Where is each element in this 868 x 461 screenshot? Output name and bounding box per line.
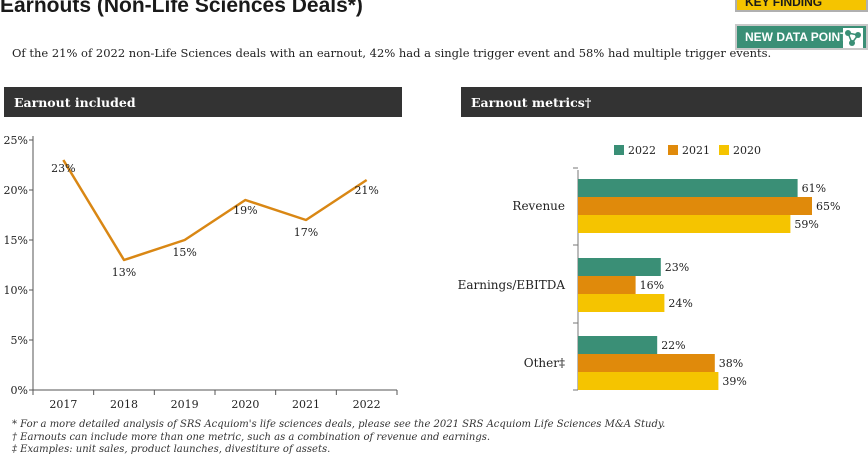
category-label: Revenue xyxy=(512,199,565,213)
data-label: 15% xyxy=(172,246,196,259)
y-tick-label: 20% xyxy=(4,184,28,197)
bar-value-label: 65% xyxy=(816,200,840,213)
bar-2022 xyxy=(578,336,658,354)
bar-2021 xyxy=(578,197,812,215)
x-tick-label: 2018 xyxy=(110,398,138,411)
data-label: 21% xyxy=(354,184,378,197)
data-label: 23% xyxy=(51,162,75,175)
category-label: Earnings/EBITDA xyxy=(458,278,566,292)
x-tick-label: 2017 xyxy=(49,398,77,411)
data-label: 19% xyxy=(233,204,257,217)
legend-swatch xyxy=(668,145,678,155)
bar-value-label: 23% xyxy=(665,261,689,274)
legend-label: 2022 xyxy=(628,144,656,157)
bar-2022 xyxy=(578,258,661,276)
footnote-2: † Earnouts can include more than one met… xyxy=(12,431,491,443)
y-tick-label: 0% xyxy=(11,384,28,397)
key-finding-label: KEY FINDING xyxy=(745,0,823,9)
line-chart: 0% 5% 10% 15% 20% 25% 2017 2018 2019 2020 2021 2022… xyxy=(4,134,398,411)
network-dots-icon xyxy=(843,28,863,48)
bar-value-label: 16% xyxy=(640,279,664,292)
summary-text: Of the 21% of 2022 non-Life Sciences dea… xyxy=(12,46,772,60)
key-finding-badge: KEY FINDING xyxy=(735,0,868,12)
line-chart-title: Earnout included xyxy=(14,94,136,110)
new-data-point-label: NEW DATA POINT xyxy=(745,30,848,44)
x-tick-label: 2021 xyxy=(292,398,320,411)
legend-swatch xyxy=(719,145,729,155)
bar-2021 xyxy=(578,354,715,372)
bar-chart-title: Earnout metrics† xyxy=(471,94,592,110)
footnote-1: * For a more detailed analysis of SRS Ac… xyxy=(12,419,666,430)
series-line xyxy=(62,159,368,262)
bar-value-label: 39% xyxy=(722,375,746,388)
footnote-3: ‡ Examples: unit sales, product launches… xyxy=(12,444,331,455)
x-tick-label: 2020 xyxy=(231,398,259,411)
y-tick-label: 15% xyxy=(4,234,28,247)
category-label: Other‡ xyxy=(524,356,565,370)
y-tick-label: 25% xyxy=(4,134,28,147)
footnotes: * For a more detailed analysis of SRS Ac… xyxy=(12,419,665,457)
bar-2020 xyxy=(578,294,665,312)
bar-value-label: 22% xyxy=(661,339,685,352)
line-chart-header: Earnout included xyxy=(4,87,402,117)
bar-chart: 2022 2021 2020 Revenue 61% 65% 59% Earnings/EBI… xyxy=(458,144,840,391)
bar-2020 xyxy=(578,215,791,233)
page-title: Earnouts (Non-Life Sciences Deals*) xyxy=(0,0,363,17)
new-data-point-badge: NEW DATA POINT xyxy=(735,24,868,50)
legend-swatch xyxy=(614,145,624,155)
y-tick-label: 5% xyxy=(11,334,28,347)
bar-2022 xyxy=(578,179,798,197)
bar-value-label: 59% xyxy=(794,218,818,231)
legend-label: 2021 xyxy=(682,144,710,157)
x-tick-label: 2022 xyxy=(353,398,381,411)
y-tick-label: 10% xyxy=(4,284,28,297)
bar-value-label: 61% xyxy=(802,182,826,195)
x-tick-label: 2019 xyxy=(171,398,199,411)
data-label: 13% xyxy=(112,266,136,279)
legend-label: 2020 xyxy=(733,144,761,157)
bar-value-label: 24% xyxy=(668,297,692,310)
bar-2021 xyxy=(578,276,636,294)
bar-2020 xyxy=(578,372,719,390)
bar-value-label: 38% xyxy=(719,357,743,370)
bar-chart-header: Earnout metrics† xyxy=(461,87,862,117)
data-label: 17% xyxy=(294,226,318,239)
